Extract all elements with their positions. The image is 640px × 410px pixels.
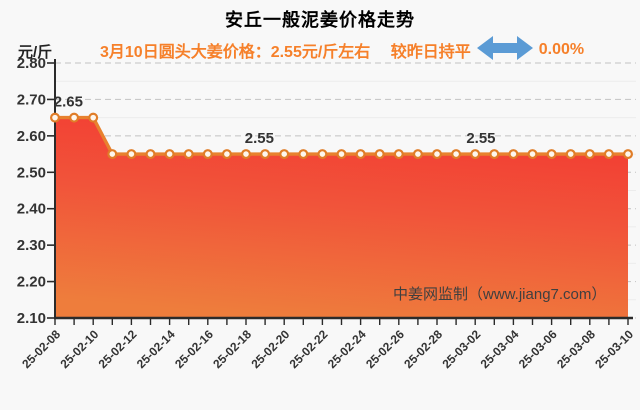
y-axis-tick-label: 2.40 bbox=[17, 201, 46, 218]
data-point-marker bbox=[183, 149, 194, 160]
change-percent: 0.00% bbox=[538, 41, 585, 58]
data-point-marker bbox=[126, 149, 137, 160]
data-point-marker bbox=[336, 149, 347, 160]
x-axis-tick-label: 25-02-08 bbox=[19, 327, 63, 371]
data-point-marker bbox=[412, 149, 423, 160]
data-point-marker bbox=[279, 149, 290, 160]
x-axis-tick-label: 25-02-24 bbox=[325, 327, 369, 371]
x-axis-tick-label: 25-02-28 bbox=[401, 327, 445, 371]
data-point-label: 2.65 bbox=[54, 94, 83, 111]
data-point-marker bbox=[298, 149, 309, 160]
data-point-label: 2.55 bbox=[245, 130, 274, 147]
y-axis-tick-label: 2.30 bbox=[17, 237, 46, 254]
x-axis-tick-label: 25-03-06 bbox=[516, 327, 560, 371]
y-axis-tick-label: 2.60 bbox=[17, 128, 46, 145]
data-point-marker bbox=[107, 149, 118, 160]
data-point-marker bbox=[241, 149, 252, 160]
flat-trend-arrow-shape bbox=[476, 35, 533, 60]
data-point-label: 2.55 bbox=[466, 130, 495, 147]
data-point-marker bbox=[470, 149, 481, 160]
x-axis-tick-label: 25-02-14 bbox=[134, 327, 178, 371]
chart-title: 安丘一般泥姜价格走势 bbox=[225, 10, 415, 30]
data-point-marker bbox=[393, 149, 404, 160]
subtitle-row: 3月10日圆头大姜价格：2.55元/斤左右 较昨日持平 0.00% bbox=[100, 35, 585, 62]
y-axis-tick-label: 2.10 bbox=[17, 310, 46, 327]
data-point-marker bbox=[355, 149, 366, 160]
x-axis-tick-label: 25-02-18 bbox=[210, 327, 254, 371]
x-axis-tick-label: 25-03-10 bbox=[592, 327, 636, 371]
x-axis-tick-label: 25-03-04 bbox=[478, 327, 522, 371]
flat-trend-arrow-icon bbox=[476, 35, 533, 66]
x-axis-tick-label: 25-02-16 bbox=[172, 327, 216, 371]
data-point-marker bbox=[546, 149, 557, 160]
price-subtitle: 3月10日圆头大姜价格：2.55元/斤左右 较昨日持平 bbox=[100, 44, 471, 61]
data-point-marker bbox=[221, 149, 232, 160]
data-point-marker bbox=[145, 149, 156, 160]
data-point-marker bbox=[622, 149, 633, 160]
data-point-marker bbox=[603, 149, 614, 160]
data-point-marker bbox=[164, 149, 175, 160]
watermark: 中姜网监制（www.jiang7.com） bbox=[393, 286, 607, 303]
x-axis-tick-label: 25-03-02 bbox=[439, 327, 483, 371]
data-point-marker bbox=[489, 149, 500, 160]
y-axis-tick-label: 2.20 bbox=[17, 274, 46, 291]
y-axis-tick-label: 2.80 bbox=[17, 55, 46, 72]
x-axis-tick-label: 25-02-12 bbox=[96, 327, 140, 371]
x-axis-tick-label: 25-02-20 bbox=[248, 327, 292, 371]
data-point-marker bbox=[260, 149, 271, 160]
data-point-marker bbox=[584, 149, 595, 160]
y-axis-tick-label: 2.50 bbox=[17, 164, 46, 181]
y-axis-tick-label: 2.70 bbox=[17, 91, 46, 108]
x-axis-tick-label: 25-02-10 bbox=[57, 327, 101, 371]
data-point-marker bbox=[202, 149, 213, 160]
data-point-marker bbox=[88, 112, 99, 123]
y-axis-unit-label: 元/斤 bbox=[18, 44, 53, 61]
data-point-marker bbox=[565, 149, 576, 160]
data-point-marker bbox=[374, 149, 385, 160]
price-area-fill bbox=[55, 117, 628, 317]
x-axis-tick-label: 25-02-26 bbox=[363, 327, 407, 371]
data-point-marker bbox=[49, 112, 60, 123]
x-axis-tick-label: 25-03-08 bbox=[554, 327, 598, 371]
data-point-marker bbox=[69, 112, 80, 123]
data-point-marker bbox=[432, 149, 443, 160]
data-point-marker bbox=[527, 149, 538, 160]
data-point-marker bbox=[317, 149, 328, 160]
data-point-marker bbox=[508, 149, 519, 160]
x-axis-tick-label: 25-02-22 bbox=[287, 327, 331, 371]
data-point-marker bbox=[451, 149, 462, 160]
